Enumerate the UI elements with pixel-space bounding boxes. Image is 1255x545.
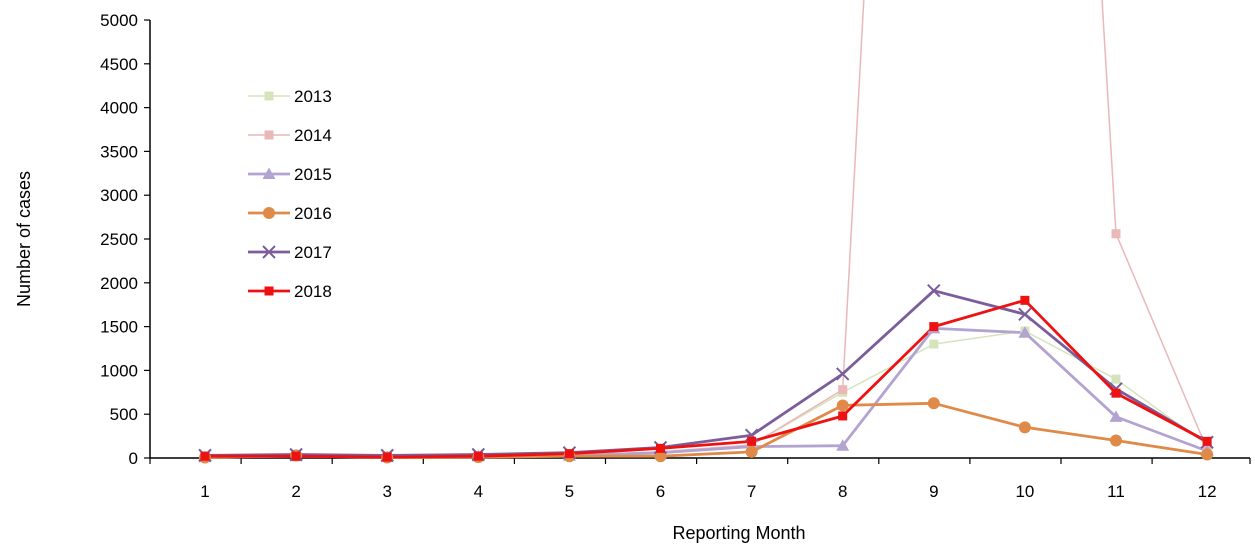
y-tick-label: 3000: [100, 186, 138, 205]
data-point-2014: [1111, 229, 1121, 239]
data-point-2018: [473, 451, 483, 461]
data-point-2018: [656, 443, 665, 453]
data-point-2018: [929, 322, 939, 332]
y-tick-label: 5000: [100, 11, 138, 30]
x-tick-label: 2: [291, 482, 300, 501]
series-line-2017: [204, 289, 1208, 457]
legend-label: 2016: [294, 204, 332, 223]
y-tick-label: 1500: [100, 318, 138, 337]
legend-label: 2014: [294, 126, 332, 145]
data-point-2016: [1201, 448, 1214, 461]
legend-item-2018: 2018: [248, 282, 332, 301]
data-point-2016: [927, 397, 940, 410]
data-point-2018: [838, 411, 848, 421]
legend-item-2016: 2016: [248, 204, 332, 223]
data-point-2018: [1020, 295, 1030, 305]
axes: 0 500 1000 1500 2000 2500 3000 3500 4000 4500 5000…: [100, 11, 1251, 501]
data-point-2016: [836, 399, 849, 412]
series-lines: [204, 0, 1208, 460]
data-point-2017: [927, 283, 941, 298]
data-point-2018: [382, 452, 392, 462]
data-point-2017: [1018, 307, 1032, 322]
x-tick-label: 12: [1198, 482, 1217, 501]
legend-marker: [262, 167, 276, 179]
data-point-2018: [1202, 436, 1212, 446]
data-point-2017: [835, 367, 850, 381]
legend-marker: [264, 286, 274, 296]
data-point-2018: [747, 436, 757, 446]
data-point-2016: [745, 445, 758, 458]
legend-marker: [262, 245, 276, 259]
data-point-2014: [838, 385, 848, 395]
data-point-2016: [654, 450, 667, 463]
data-point-2013: [929, 339, 939, 349]
legend-label: 2013: [294, 87, 332, 106]
series-markers: [198, 229, 1214, 464]
x-tick-label: 4: [474, 482, 483, 501]
y-tick-label: 2500: [100, 230, 138, 249]
data-point-2016: [1110, 434, 1122, 447]
legend-label: 2017: [294, 243, 332, 262]
x-tick-label: 8: [838, 482, 847, 501]
legend-marker: [264, 91, 274, 101]
x-tick-label: 3: [382, 482, 391, 501]
y-tick-label: 500: [110, 405, 138, 424]
legend-marker: [264, 130, 274, 140]
x-tick-label: 6: [656, 482, 665, 501]
x-axis-title: Reporting Month: [672, 523, 805, 543]
data-point-2016: [1018, 421, 1031, 434]
legend-item-2015: 2015: [248, 165, 332, 184]
data-point-2015: [836, 439, 850, 451]
y-axis-title: Number of cases: [14, 171, 34, 307]
y-tick-label: 3500: [100, 142, 138, 161]
x-tick-label: 1: [200, 482, 209, 501]
data-point-2018: [291, 451, 301, 461]
legend-label: 2018: [294, 282, 332, 301]
data-point-2015: [1018, 326, 1032, 338]
data-point-2013: [1111, 374, 1121, 384]
legend: 2013 2014 2015 2016 2017 2018: [248, 87, 332, 301]
series-line-2014: [204, 0, 1208, 457]
data-point-2015: [1109, 410, 1123, 422]
x-tick-label: 7: [747, 482, 756, 501]
y-tick-label: 0: [129, 449, 138, 468]
x-tick-label: 5: [565, 482, 574, 501]
data-point-2018: [1111, 388, 1121, 398]
legend-item-2017: 2017: [248, 243, 332, 262]
y-tick-label: 1000: [100, 361, 138, 380]
legend-item-2014: 2014: [248, 126, 332, 145]
series-line-2013: [204, 330, 1208, 458]
series-line-2018: [205, 298, 1208, 459]
y-tick-label: 4500: [100, 55, 138, 74]
x-tick-label: 9: [929, 482, 938, 501]
legend-label: 2015: [294, 165, 332, 184]
x-tick-label: 10: [1015, 482, 1034, 501]
legend-marker: [263, 207, 275, 219]
data-point-2018: [564, 449, 574, 459]
y-tick-label: 4000: [100, 99, 138, 118]
legend-item-2013: 2013: [248, 87, 332, 106]
data-point-2018: [200, 451, 210, 461]
x-tick-label: 11: [1107, 482, 1125, 501]
y-tick-label: 2000: [100, 274, 138, 293]
